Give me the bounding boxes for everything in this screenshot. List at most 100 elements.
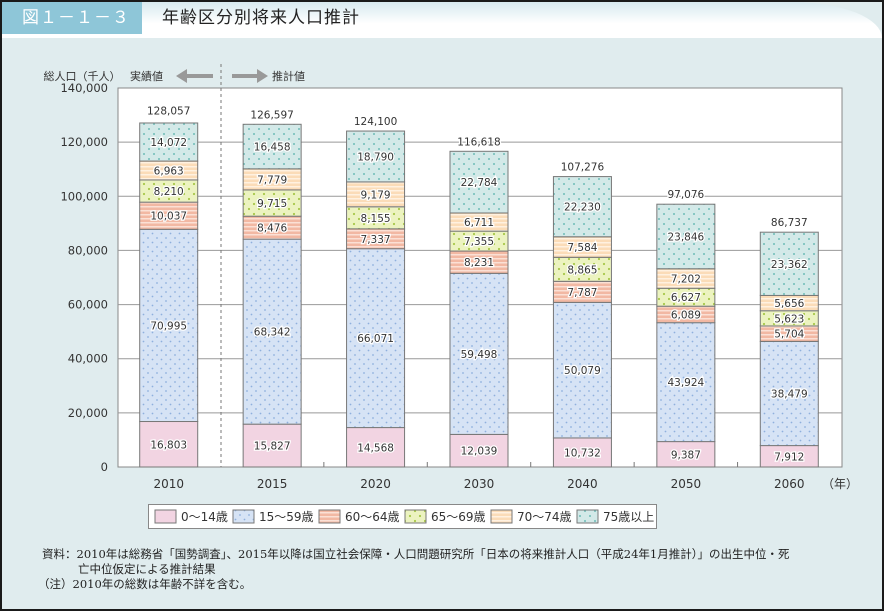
segment-value-label: 66,071 [357,333,394,345]
segment-value-label: 16,458 [254,142,291,154]
legend-item: 70～74歳 [490,509,572,524]
segment-value-label: 6,627 [671,292,701,304]
bar-segment-5 [139,122,199,162]
legend-item: 65～69歳 [404,509,486,524]
bar-segment-1 [242,238,302,425]
bar-segment-3 [242,189,302,217]
x-axis-unit: （年） [822,477,858,491]
x-tick-label: 2015 [257,477,288,491]
y-axis-label: 総人口（千人） [44,69,121,83]
segment-value-label: 9,387 [671,449,701,461]
segment-value-label: 10,037 [150,211,187,223]
x-tick-label: 2020 [360,477,391,491]
figure-title: 年齢区分別将来人口推計 [162,8,360,28]
arrow-right-icon [232,69,268,83]
legend-item: 15～59歳 [232,509,314,524]
segment-value-label: 23,846 [667,231,704,243]
segment-value-label: 50,079 [564,365,601,377]
segment-value-label: 8,155 [361,213,391,225]
legend-item: 0～14歳 [154,509,228,524]
y-tick-label: 0 [101,460,108,474]
segment-value-label: 5,656 [774,298,804,310]
bar-group-2050: 9,387 43,924 6,089 6,627 7,202 23,846 97,076 [656,188,716,468]
bar-group-2015: 15,827 68,342 8,476 9,715 7,779 16,458 126,597 [242,108,302,468]
segment-value-label: 8,210 [154,186,184,198]
bar-group-2020: 14,568 66,071 7,337 8,155 9,179 18,790 124,100 [346,115,406,468]
total-value-label: 107,276 [561,162,605,174]
segment-value-label: 70,995 [150,320,187,332]
source-note-line1: 資料：2010年は総務省「国勢調査」、2015年以降は国立社会保障・人口問題研究… [42,547,790,561]
bar-group-2040: 10,732 50,079 7,787 8,865 7,584 22,230 107,276 [552,160,612,468]
projected-values-label: 推計値 [272,69,305,83]
source-note-line2: 亡中位仮定による推計結果 [78,562,216,576]
y-tick-label: 120,000 [60,135,108,149]
total-value-label: 128,057 [147,105,190,117]
legend-label: 0～14歳 [181,510,228,524]
segment-value-label: 59,498 [461,349,498,361]
legend-label: 70～74歳 [517,510,572,524]
segment-value-label: 8,476 [257,223,287,235]
footnote: （注）2010年の総数は年齢不詳を含む。 [38,577,252,591]
x-tick-label: 2040 [567,477,598,491]
segment-value-label: 38,479 [771,388,808,400]
segment-value-label: 12,039 [461,446,498,458]
bar-segment-0 [242,423,302,468]
segment-value-label: 68,342 [254,327,291,339]
bar-segment-5 [242,123,302,170]
total-value-label: 126,597 [250,109,293,121]
segment-value-label: 7,787 [567,287,597,299]
segment-value-label: 8,231 [464,257,494,269]
legend-swatch [232,509,255,524]
bar-segment-0 [449,433,509,468]
y-tick-label: 40,000 [68,352,108,366]
y-tick-label: 100,000 [60,189,108,203]
legend-swatch [490,509,513,524]
legend-item: 60～64歳 [318,509,400,524]
segment-value-label: 8,865 [567,264,597,276]
segment-value-label: 18,790 [357,151,394,163]
bar-segment-5 [656,203,716,270]
segment-value-label: 22,784 [461,177,498,189]
y-tick-label: 60,000 [68,298,108,312]
bar-segment-1 [656,322,716,443]
legend-swatch [154,509,177,524]
segment-value-label: 5,704 [774,329,804,341]
total-value-label: 116,618 [457,136,500,148]
y-tick-label: 80,000 [68,243,108,257]
bar-group-2010: 16,803 70,995 10,037 8,210 6,963 14,072 128,05… [139,104,199,468]
segment-value-label: 7,584 [567,242,597,254]
bar-segment-1 [449,272,509,435]
y-tick-label: 20,000 [68,406,108,420]
legend-item: 75歳以上 [576,509,654,524]
bar-segment-5 [552,176,612,238]
legend-label: 75歳以上 [603,510,654,524]
segment-value-label: 22,230 [564,202,601,214]
segment-value-label: 14,072 [150,137,187,149]
x-tick-label: 2010 [153,477,184,491]
bar-segment-1 [346,248,406,429]
segment-value-label: 6,089 [671,309,701,321]
segment-value-label: 7,779 [257,174,287,186]
x-tick-label: 2030 [464,477,495,491]
bar-segment-5 [759,231,819,296]
arrow-left-icon [176,69,213,83]
segment-value-label: 7,202 [671,274,701,286]
segment-value-label: 6,963 [154,165,184,177]
x-tick-label: 2050 [671,477,702,491]
segment-value-label: 16,803 [150,439,187,451]
bar-segment-5 [449,150,509,214]
actual-values-label: 実績値 [130,69,163,83]
bar-segment-0 [139,421,199,468]
segment-value-label: 14,568 [357,442,394,454]
segment-value-label: 23,362 [771,259,808,271]
legend-label: 15～59歳 [259,510,314,524]
total-value-label: 86,737 [771,217,808,229]
segment-value-label: 6,711 [464,217,494,229]
header-band [2,2,882,38]
x-tick-label: 2060 [774,477,805,491]
total-value-label: 124,100 [354,116,397,128]
segment-value-label: 7,355 [464,236,494,248]
segment-value-label: 10,732 [564,447,601,459]
segment-value-label: 5,623 [774,313,804,325]
